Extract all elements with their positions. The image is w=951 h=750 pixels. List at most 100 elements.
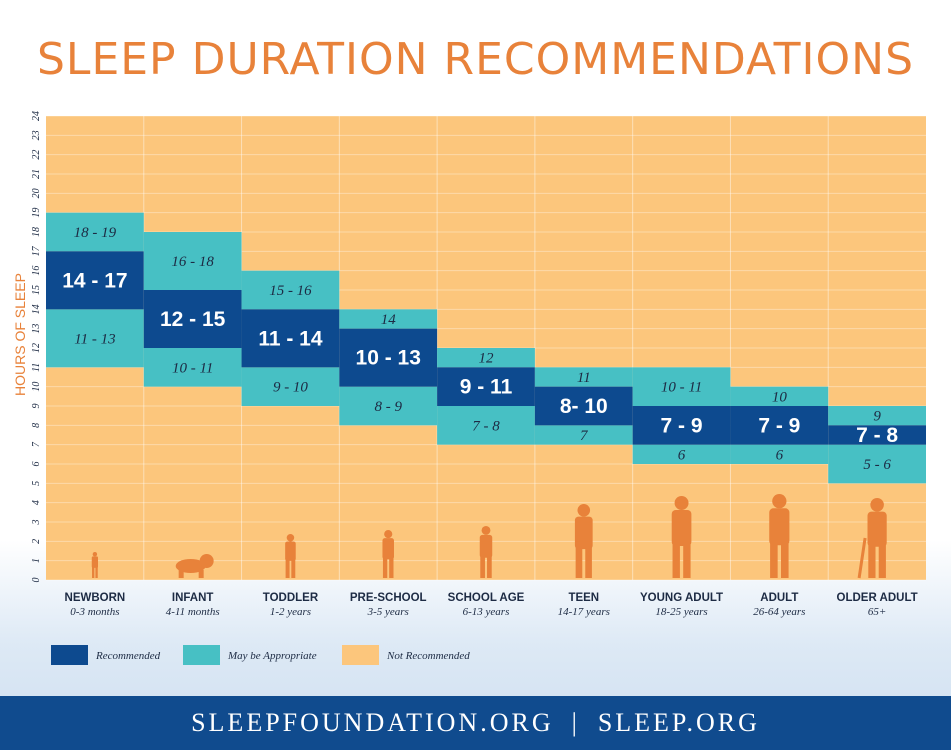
preschooler-silhouette-icon	[382, 530, 394, 578]
footer-sleep-org-link[interactable]: SLEEP.ORG	[597, 708, 760, 737]
older-adult-recommended-bar	[828, 425, 926, 445]
pre-school-age-range-label: 3-5 years	[367, 606, 409, 618]
toddler-torso	[285, 541, 296, 561]
adult-recommended-bar	[730, 406, 829, 445]
toddler-recommended-bar	[241, 309, 340, 368]
y-tick-label: 3	[31, 520, 42, 526]
x-category-labels: NEWBORN 0-3 months INFANT 4-11 months TODDLE…	[65, 592, 918, 618]
legend: Recommended May be Appropriate Not Recomme…	[51, 645, 470, 665]
y-tick-label: 22	[31, 150, 42, 160]
toddler-may-be-appropriate-low-bar	[241, 367, 340, 406]
young-adult-low-range-label: 6	[678, 447, 686, 463]
adult-category-label: ADULT	[760, 592, 798, 604]
adult-may-be-appropriate-low-bar	[730, 444, 829, 464]
newborn-age-range-label: 0-3 months	[70, 606, 119, 618]
infant-high-range-label: 16 - 18	[171, 254, 214, 270]
legend-label-recommended: Recommended	[95, 650, 161, 662]
school-age-may-be-appropriate-high-bar	[437, 348, 535, 368]
toddler-silhouette-icon	[285, 534, 296, 578]
y-tick-label: 12	[31, 343, 42, 353]
teen-recommended-range-label: 8- 10	[560, 395, 608, 418]
older-adult-with-cane-silhouette-icon	[857, 498, 887, 579]
infant-knee	[198, 570, 204, 578]
young-adult-right-leg	[683, 540, 691, 578]
legend-label-may-be-appropriate: May be Appropriate	[227, 650, 317, 662]
column-infant: 16 - 18 10 - 11 12 - 15	[143, 232, 242, 387]
toddler-recommended-range-label: 11 - 14	[258, 327, 323, 350]
older-adult-recommended-range-label: 7 - 8	[856, 424, 898, 447]
y-tick-label: 7	[31, 441, 42, 447]
pre-school-left-leg	[382, 555, 388, 578]
newborn-may-be-appropriate-low-bar	[46, 309, 144, 368]
adult-may-be-appropriate-high-bar	[730, 386, 829, 406]
young-adult-recommended-bar	[632, 406, 731, 445]
y-tick-label: 19	[31, 208, 42, 218]
y-tick-label: 15	[31, 285, 42, 295]
teen-may-be-appropriate-low-bar	[534, 425, 633, 445]
young-adult-may-be-appropriate-high-bar	[632, 367, 731, 406]
school-age-recommended-bar	[437, 367, 535, 406]
teen-left-leg	[575, 543, 583, 578]
young-adult-head	[674, 496, 689, 510]
legend-swatch-not-recommended	[342, 645, 379, 665]
adult-torso	[769, 508, 790, 546]
teen-low-range-label: 7	[580, 428, 589, 444]
infant-crawling-silhouette-icon	[175, 554, 214, 578]
toddler-category-label: TODDLER	[263, 592, 319, 604]
toddler-age-range-label: 1-2 years	[270, 606, 311, 618]
column-young-adult: 10 - 11 6 7 - 9	[632, 367, 731, 464]
toddler-left-leg	[285, 557, 290, 578]
y-tick-label: 2	[31, 539, 42, 544]
teen-silhouette-icon	[574, 504, 593, 578]
toddler-low-range-label: 9 - 10	[273, 380, 308, 396]
infant-recommended-range-label: 12 - 15	[160, 308, 226, 331]
teen-torso	[574, 516, 593, 550]
young-adult-age-range-label: 18-25 years	[655, 606, 707, 618]
y-tick-label: 8	[31, 423, 42, 428]
pre-school-low-range-label: 8 - 9	[374, 399, 402, 415]
adult-left-leg	[770, 539, 778, 578]
y-tick-label: 18	[31, 227, 42, 237]
school-age-may-be-appropriate-low-bar	[437, 406, 535, 445]
footer-sleepfoundation-link[interactable]: SLEEPFOUNDATION.ORG	[191, 708, 554, 737]
column-toddler: 15 - 16 9 - 10 11 - 14	[241, 270, 340, 406]
older-adult-category-label: OLDER ADULT	[837, 592, 918, 604]
adult-low-range-label: 6	[776, 447, 784, 463]
teen-high-range-label: 11	[577, 370, 591, 386]
y-tick-label: 17	[31, 245, 42, 256]
pre-school-torso	[382, 538, 394, 560]
y-tick-label: 5	[31, 481, 42, 486]
column-newborn: 18 - 19 11 - 13 14 - 17	[46, 212, 144, 368]
infant-arm	[178, 570, 184, 578]
y-tick-label: 11	[31, 363, 42, 372]
school-age-torso	[479, 534, 493, 558]
column-older-adult: 9 5 - 6 7 - 8	[828, 406, 926, 484]
infant-head	[199, 554, 214, 568]
y-tick-label: 1	[31, 558, 42, 563]
figures-layer	[91, 494, 887, 579]
infant-body	[175, 559, 206, 573]
pre-school-head	[384, 530, 393, 539]
toddler-may-be-appropriate-high-bar	[241, 270, 340, 310]
newborn-head	[92, 552, 98, 557]
newborn-category-label: NEWBORN	[65, 592, 126, 604]
pre-school-right-leg	[389, 555, 394, 578]
y-tick-label: 20	[31, 188, 42, 198]
footer-bar: SLEEPFOUNDATION.ORG | SLEEP.ORG	[0, 696, 951, 750]
y-tick-label: 13	[31, 324, 42, 334]
bars-layer: 18 - 19 11 - 13 14 - 17 16 - 18 10 - 11 12 - …	[46, 212, 926, 484]
pre-school-recommended-bar	[339, 328, 438, 387]
infant-age-range-label: 4-11 months	[166, 606, 220, 618]
sleep-duration-chart: 18 - 19 11 - 13 14 - 17 16 - 18 10 - 11 12 - …	[31, 111, 926, 665]
column-school-age: 12 7 - 8 9 - 11	[437, 348, 535, 445]
teen-head	[577, 504, 591, 517]
legend-swatch-may-be-appropriate	[183, 645, 220, 665]
older-adult-low-range-label: 5 - 6	[863, 457, 891, 473]
y-tick-label: 4	[31, 500, 42, 505]
infant-may-be-appropriate-low-bar	[143, 348, 242, 387]
older-adult-left-leg	[868, 541, 876, 578]
pre-school-category-label: PRE-SCHOOL	[350, 592, 427, 604]
teen-recommended-bar	[534, 386, 633, 426]
footer-separator: |	[571, 708, 580, 737]
